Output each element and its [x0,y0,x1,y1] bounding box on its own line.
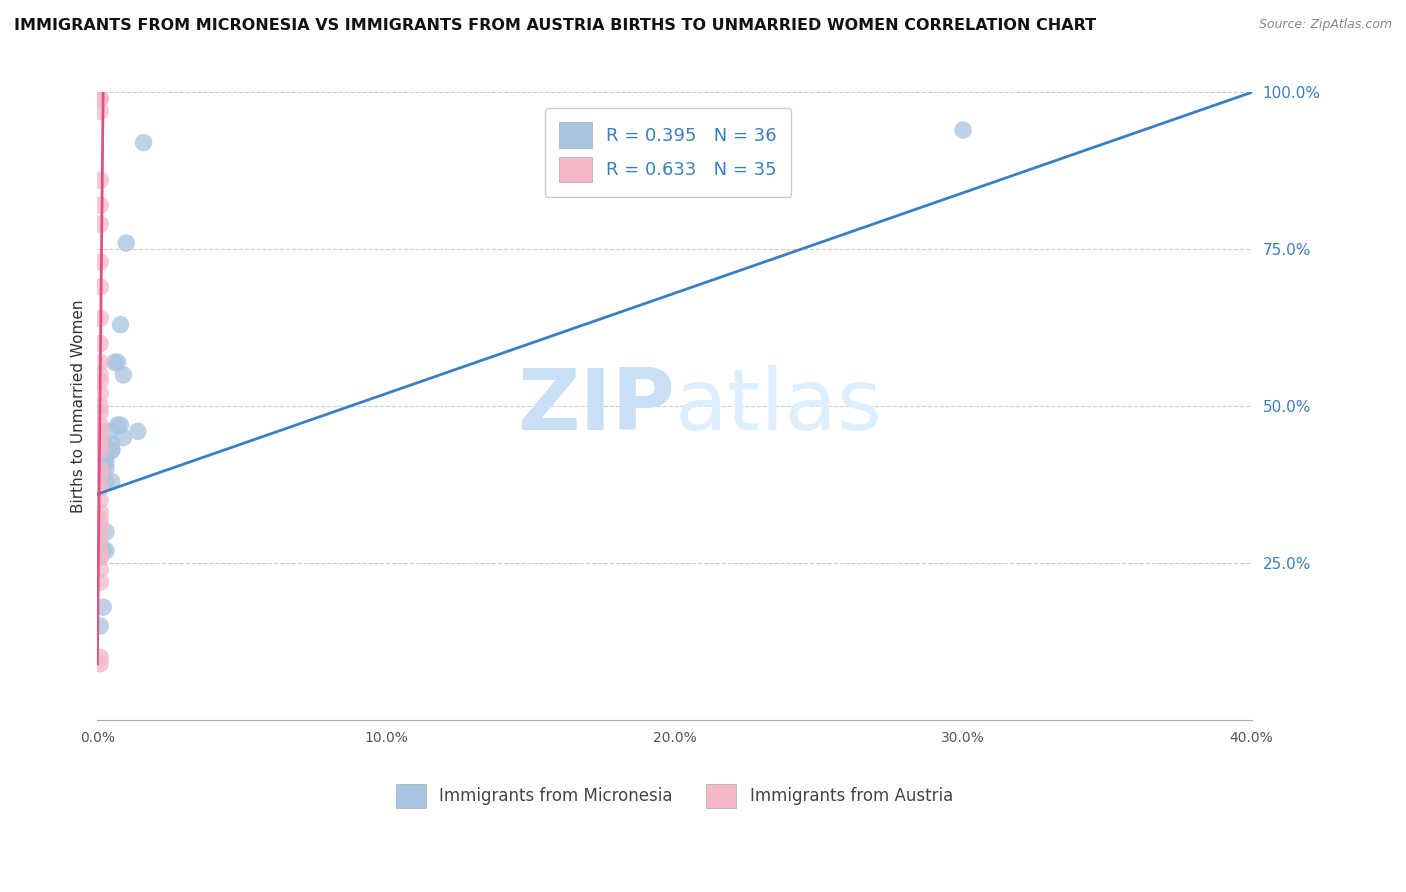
Point [89,549,111,564]
Point [89,619,111,633]
Point [89,512,111,526]
Point [89,104,111,119]
Point [89,431,111,445]
Point [94,475,117,489]
Legend: Immigrants from Micronesia, Immigrants from Austria: Immigrants from Micronesia, Immigrants f… [384,772,965,820]
Y-axis label: Births to Unmarried Women: Births to Unmarried Women [72,300,86,513]
Point [89,549,111,564]
Point [89,425,111,439]
Point [89,92,111,106]
Point [89,543,111,558]
Point [115,235,138,250]
Point [89,92,111,106]
Point [89,399,111,413]
Point [89,468,111,483]
Point [104,355,127,369]
Point [112,431,135,445]
Point [94,543,117,558]
Point [89,368,111,382]
Point [89,537,111,551]
Point [89,311,111,326]
Point [110,418,132,433]
Point [101,475,124,489]
Point [89,405,111,419]
Point [89,437,111,451]
Point [89,531,111,545]
Point [89,575,111,590]
Point [101,443,124,458]
Point [89,506,111,520]
Text: atlas: atlas [675,365,883,448]
Text: ZIP: ZIP [517,365,675,448]
Point [127,425,149,439]
Point [89,443,111,458]
Point [91,543,114,558]
Point [89,462,111,476]
Point [89,650,111,665]
Point [110,318,132,332]
Point [89,280,111,294]
Point [112,368,135,382]
Point [952,123,974,137]
Point [89,217,111,231]
Point [89,198,111,212]
Point [91,468,114,483]
Point [89,355,111,369]
Point [89,493,111,508]
Point [89,481,111,495]
Point [94,456,117,470]
Text: IMMIGRANTS FROM MICRONESIA VS IMMIGRANTS FROM AUSTRIA BIRTHS TO UNMARRIED WOMEN : IMMIGRANTS FROM MICRONESIA VS IMMIGRANTS… [14,18,1097,33]
Point [89,173,111,187]
Point [94,450,117,464]
Point [89,418,111,433]
Point [91,443,114,458]
Point [89,336,111,351]
Point [97,425,120,439]
Point [89,518,111,533]
Point [89,657,111,671]
Point [107,355,129,369]
Point [132,136,155,150]
Text: Source: ZipAtlas.com: Source: ZipAtlas.com [1258,18,1392,31]
Point [101,443,124,458]
Point [101,437,124,451]
Point [89,549,111,564]
Point [89,374,111,388]
Point [107,418,129,433]
Point [91,437,114,451]
Point [94,462,117,476]
Point [89,462,111,476]
Point [94,443,117,458]
Point [91,456,114,470]
Point [89,437,111,451]
Point [89,255,111,269]
Point [94,524,117,539]
Point [91,600,114,615]
Point [91,450,114,464]
Point [89,562,111,576]
Point [89,386,111,401]
